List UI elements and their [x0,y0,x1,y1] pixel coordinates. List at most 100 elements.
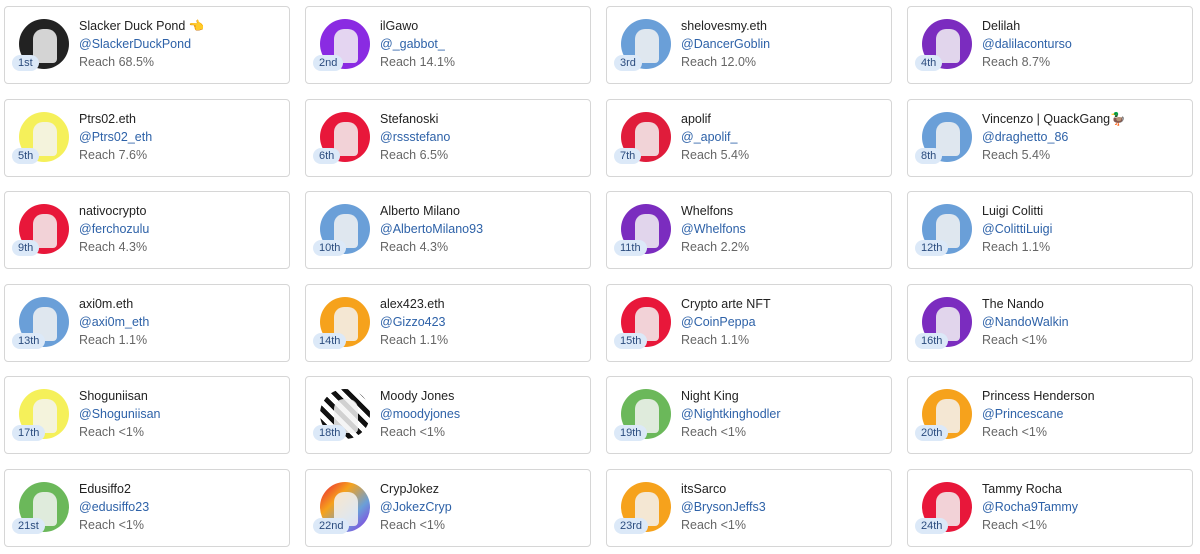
reach-text: Reach 2.2% [681,240,750,255]
user-handle[interactable]: @Princescane [982,407,1064,422]
reach-text: Reach <1% [681,518,746,532]
rank-badge: 3rd [614,55,642,71]
user-handle[interactable]: @_gabbot_ [380,37,445,51]
rank-badge: 4th [915,55,943,71]
rank-badge: 2nd [313,55,344,71]
display-name: CrypJokez [380,482,440,496]
user-handle[interactable]: @edusiffo23 [79,500,150,514]
reach-text: Reach 14.1% [380,55,456,69]
user-card[interactable]: 14th alex423.eth @Gizzo423 Reach 1.1% [305,283,591,362]
display-name: Ptrs02.eth [79,111,136,126]
user-card[interactable]: 9th nativocrypto @ferchozulu Reach 4.3% [4,191,290,270]
rank-badge: 20th [915,425,949,442]
display-name: alex423.eth [380,296,445,311]
rank-badge: 8th [915,147,943,164]
reach-text: Reach <1% [982,518,1047,532]
user-card[interactable]: 10th Alberto Milano @AlbertoMilano93 Reach … [305,191,591,270]
user-card[interactable]: 12th Luigi Colitti @ColittiLuigi Reach 1.1% [907,191,1193,270]
rank-badge: 10th [313,240,347,257]
user-card[interactable]: 18th Moody Jones @moodyjones Reach <1% [305,376,591,455]
rank-badge: 6th [313,147,341,164]
user-handle[interactable]: @AlbertoMilano93 [380,222,484,237]
user-handle[interactable]: @Gizzo423 [380,314,446,329]
user-handle[interactable]: @BrysonJeffs3 [681,500,766,514]
user-card[interactable]: 4th Delilah @dalilaconturso Reach 8.7% [907,6,1193,84]
display-name: shelovesmy.eth [681,19,767,33]
user-card[interactable]: 8th Vincenzo | QuackGang🦆 @draghetto_86 Rea… [907,98,1193,177]
rank-badge: 5th [12,147,40,164]
user-handle[interactable]: @axi0m_eth [79,314,150,329]
rank-badge: 14th [313,332,347,349]
rank-badge: 17th [12,425,46,442]
reach-text: Reach 68.5% [79,55,155,69]
display-name: itsSarco [681,482,727,496]
user-handle[interactable]: @rssstefano [380,129,451,144]
user-handle[interactable]: @NandoWalkin [982,314,1069,329]
display-name: apolif [681,111,711,126]
user-card[interactable]: 2nd ilGawo @_gabbot_ Reach 14.1% [305,6,591,84]
reach-text: Reach 5.4% [982,147,1051,162]
user-card[interactable]: 20th Princess Henderson @Princescane Reach … [907,376,1193,455]
user-handle[interactable]: @DancerGoblin [681,37,771,51]
user-card[interactable]: 1st Slacker Duck Pond 👈 @SlackerDuckPond Re… [4,6,290,84]
user-handle[interactable]: @draghetto_86 [982,129,1069,144]
reach-text: Reach 1.1% [681,332,750,347]
user-handle[interactable]: @Rocha9Tammy [982,500,1079,514]
user-handle[interactable]: @JokezCryp [380,500,452,514]
reach-text: Reach <1% [79,425,144,440]
user-handle[interactable]: @dalilaconturso [982,37,1072,51]
user-handle[interactable]: @CoinPeppa [681,314,756,329]
reach-text: Reach 5.4% [681,147,750,162]
user-card[interactable]: 3rd shelovesmy.eth @DancerGoblin Reach 12.0… [606,6,892,84]
user-card[interactable]: 17th Shoguniisan @Shoguniisan Reach <1% [4,376,290,455]
user-card[interactable]: 23rd itsSarco @BrysonJeffs3 Reach <1% [606,469,892,547]
display-name: axi0m.eth [79,296,134,311]
display-name: Night King [681,389,739,404]
reach-text: Reach <1% [380,518,445,532]
display-name: Alberto Milano [380,204,460,219]
user-card[interactable]: 11th Whelfons @Whelfons Reach 2.2% [606,191,892,270]
rank-badge: 21st [12,518,45,534]
rank-badge: 24th [915,518,949,534]
display-name: Luigi Colitti [982,204,1044,219]
display-name: The Nando [982,296,1044,311]
reach-text: Reach 4.3% [380,240,449,255]
user-handle[interactable]: @Whelfons [681,222,746,237]
reach-text: Reach 8.7% [982,55,1051,69]
user-card[interactable]: 5th Ptrs02.eth @Ptrs02_eth Reach 7.6% [4,98,290,177]
user-card[interactable]: 22nd CrypJokez @JokezCryp Reach <1% [305,469,591,547]
rank-badge: 12th [915,240,949,257]
user-handle[interactable]: @Ptrs02_eth [79,129,153,144]
user-card[interactable]: 19th Night King @Nightkinghodler Reach <1% [606,376,892,455]
user-card[interactable]: 7th apolif @_apolif_ Reach 5.4% [606,98,892,177]
display-name: Shoguniisan [79,389,148,404]
user-card[interactable]: 21st Edusiffo2 @edusiffo23 Reach <1% [4,469,290,547]
reach-text: Reach 12.0% [681,55,757,69]
user-handle[interactable]: @ColittiLuigi [982,222,1053,237]
user-handle[interactable]: @SlackerDuckPond [79,37,192,51]
user-card[interactable]: 24th Tammy Rocha @Rocha9Tammy Reach <1% [907,469,1193,547]
user-handle[interactable]: @ferchozulu [79,222,150,237]
rank-badge: 19th [614,425,648,442]
user-card[interactable]: 13th axi0m.eth @axi0m_eth Reach 1.1% [4,283,290,362]
rank-badge: 22nd [313,518,350,534]
display-name: Tammy Rocha [982,482,1062,496]
user-handle[interactable]: @_apolif_ [681,129,738,144]
reach-text: Reach <1% [681,425,746,440]
display-name: Vincenzo | QuackGang🦆 [982,111,1126,126]
user-handle[interactable]: @Shoguniisan [79,407,161,422]
rank-badge: 13th [12,332,46,349]
reach-text: Reach 1.1% [982,240,1051,255]
user-card[interactable]: 16th The Nando @NandoWalkin Reach <1% [907,283,1193,362]
user-handle[interactable]: @moodyjones [380,407,461,422]
reach-text: Reach <1% [982,332,1047,347]
display-name: Edusiffo2 [79,482,131,496]
rank-badge: 16th [915,332,949,349]
user-card[interactable]: 6th Stefanoski @rssstefano Reach 6.5% [305,98,591,177]
rank-badge: 23rd [614,518,649,534]
display-name: Slacker Duck Pond 👈 [79,19,205,33]
reach-text: Reach 1.1% [380,332,449,347]
user-handle[interactable]: @Nightkinghodler [681,407,781,422]
rank-badge: 11th [614,240,647,257]
user-card[interactable]: 15th Crypto arte NFT @CoinPeppa Reach 1.1% [606,283,892,362]
